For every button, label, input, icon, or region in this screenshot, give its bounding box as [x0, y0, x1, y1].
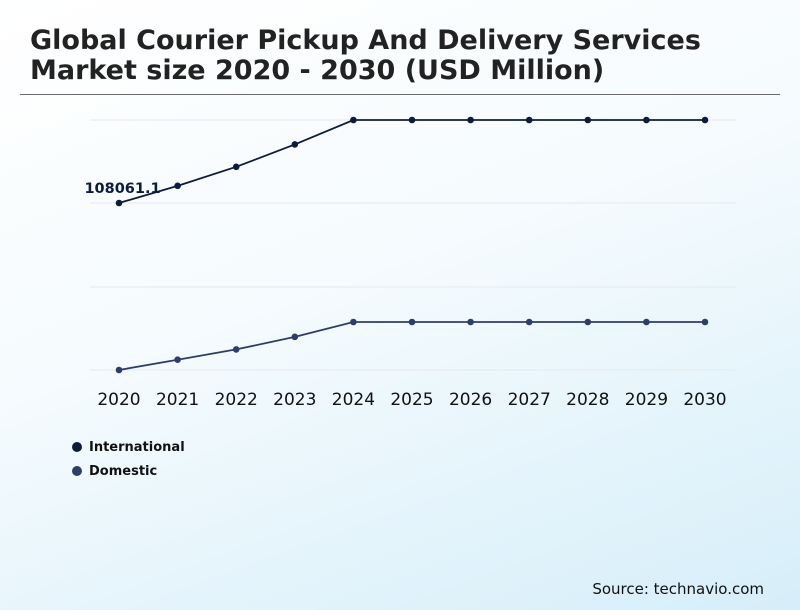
- data-point-domestic-2024[interactable]: [350, 318, 357, 326]
- x-tick-label-2025: 2025: [390, 390, 433, 410]
- data-point-international-2023[interactable]: [291, 141, 299, 148]
- data-point-international-2021[interactable]: [174, 182, 181, 190]
- legend: International Domestic: [72, 435, 185, 483]
- data-label-international-2021: 108061.1: [84, 181, 160, 197]
- data-point-domestic-2025[interactable]: [408, 318, 416, 326]
- x-tick-label-2023: 2023: [273, 390, 316, 410]
- x-tick-label-2028: 2028: [566, 390, 609, 410]
- series-line-international: [118, 119, 705, 204]
- data-point-domestic-2029[interactable]: [643, 318, 650, 326]
- x-tick-label-2029: 2029: [625, 390, 668, 410]
- data-point-domestic-2023[interactable]: [291, 333, 299, 341]
- data-point-domestic-2026[interactable]: [467, 318, 474, 326]
- title-divider: [20, 94, 780, 95]
- legend-label-domestic: Domestic: [89, 463, 158, 479]
- data-point-international-2026[interactable]: [467, 116, 474, 124]
- data-point-international-2028[interactable]: [584, 116, 592, 124]
- series-line-domestic: [118, 321, 705, 371]
- series-points: [115, 116, 709, 374]
- data-point-international-2029[interactable]: [643, 116, 650, 124]
- legend-marker-international: [72, 442, 82, 452]
- x-tick-label-2021: 2021: [156, 390, 199, 410]
- source-note: Source: technavio.com: [592, 580, 764, 598]
- data-point-international-2027[interactable]: [525, 116, 533, 124]
- data-point-domestic-2027[interactable]: [525, 318, 533, 326]
- x-tick-label-2027: 2027: [508, 390, 551, 410]
- data-point-domestic-2030[interactable]: [701, 318, 709, 326]
- data-point-international-2025[interactable]: [408, 116, 416, 124]
- series-lines: [118, 119, 705, 371]
- data-point-international-2022[interactable]: [232, 163, 240, 171]
- x-axis-tick-labels: 2020 2021 2022 2023 2024 2025 2026 2027 2028 2029…: [97, 390, 726, 410]
- data-labels: 108061.1: [84, 181, 160, 197]
- x-tick-label-2022: 2022: [215, 390, 258, 410]
- data-point-domestic-2021[interactable]: [174, 356, 181, 364]
- x-tick-label-2026: 2026: [449, 390, 492, 410]
- data-point-international-2020[interactable]: [115, 199, 123, 207]
- gridlines: [90, 119, 736, 371]
- legend-item-international[interactable]: International: [72, 435, 185, 459]
- legend-item-domestic[interactable]: Domestic: [72, 459, 185, 483]
- chart-title: Global Courier Pickup And Delivery Servi…: [30, 25, 701, 86]
- x-tick-label-2030: 2030: [683, 390, 726, 410]
- x-tick-label-2020: 2020: [97, 390, 140, 410]
- data-point-international-2024[interactable]: [350, 116, 357, 124]
- x-tick-label-2024: 2024: [332, 390, 375, 410]
- data-point-international-2030[interactable]: [701, 116, 709, 124]
- legend-marker-domestic: [72, 466, 82, 476]
- data-point-domestic-2028[interactable]: [584, 318, 592, 326]
- data-point-domestic-2020[interactable]: [115, 366, 123, 374]
- data-point-domestic-2022[interactable]: [232, 346, 240, 353]
- legend-label-international: International: [89, 439, 185, 455]
